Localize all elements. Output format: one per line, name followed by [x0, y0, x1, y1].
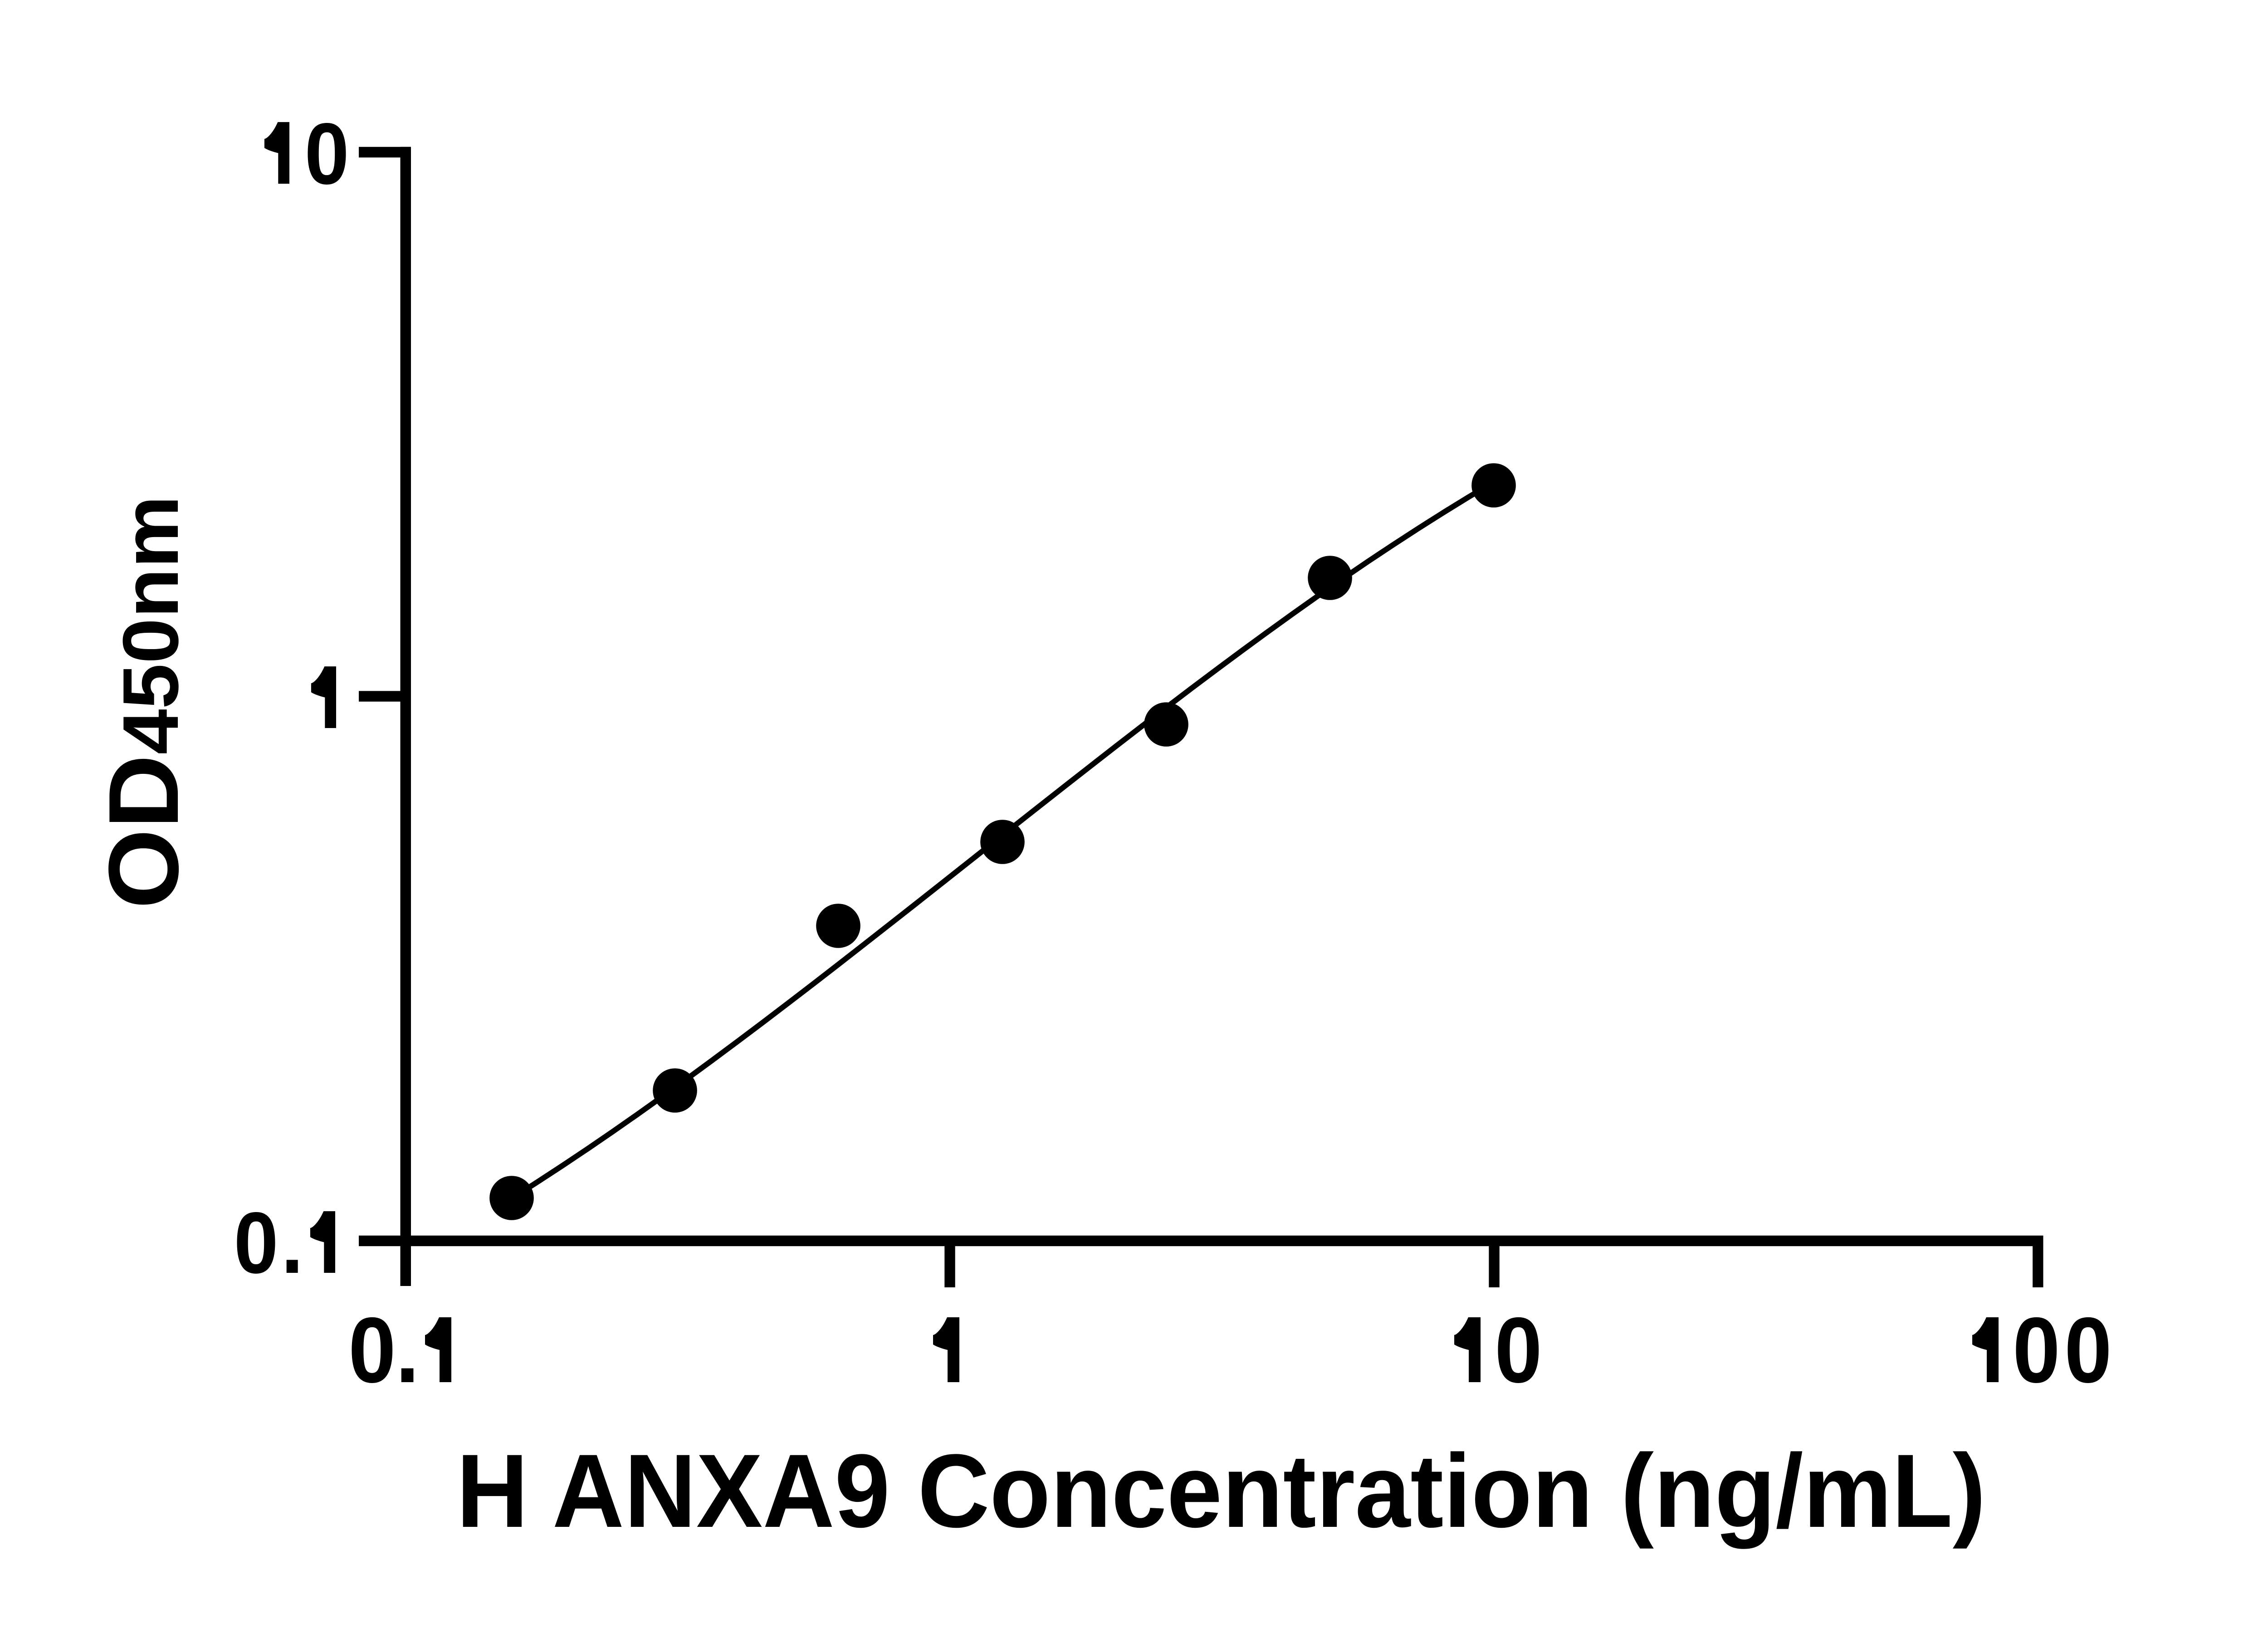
svg-text:0: 0 [2064, 1298, 2112, 1402]
svg-text:0: 0 [305, 105, 349, 202]
svg-text:H ANXA9 Concentration (ng/mL): H ANXA9 Concentration (ng/mL) [456, 1432, 1986, 1549]
svg-text:.: . [396, 1298, 419, 1402]
svg-text:0: 0 [2013, 1298, 2060, 1402]
svg-text:0: 0 [348, 1298, 396, 1402]
svg-text:0: 0 [234, 1194, 279, 1291]
svg-text:0: 0 [1495, 1298, 1542, 1402]
svg-text:.: . [281, 1194, 303, 1291]
svg-text:OD450nm: OD450nm [88, 495, 200, 909]
